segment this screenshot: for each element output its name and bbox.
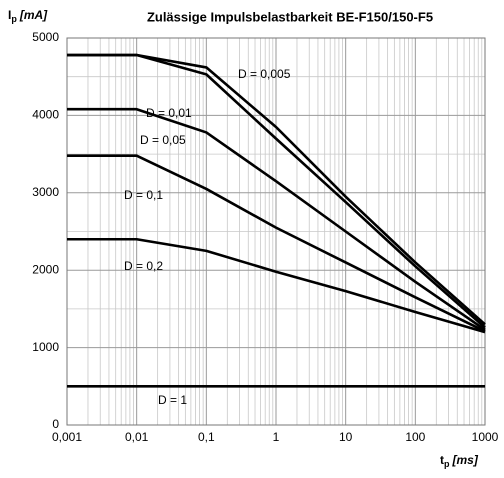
- x-label-subscript: p: [444, 459, 450, 469]
- y-tick-label: 1000: [32, 340, 59, 354]
- x-tick-label: 0,001: [52, 430, 82, 444]
- series-label: D = 0,05: [140, 133, 186, 147]
- series-label: D = 0,2: [124, 259, 163, 273]
- y-label-subscript: p: [11, 14, 17, 24]
- x-tick-label: 100: [405, 430, 425, 444]
- x-tick-label: 0,1: [198, 430, 215, 444]
- series-label: D = 0,1: [124, 188, 163, 202]
- x-tick-label: 1: [273, 430, 280, 444]
- y-tick-label: 3000: [32, 185, 59, 199]
- x-axis-label: tp [ms]: [440, 453, 479, 469]
- y-tick-label: 0: [52, 417, 59, 431]
- series-label: D = 0,005: [238, 67, 291, 81]
- y-label-unit: [mA]: [19, 8, 48, 22]
- y-tick-label: 4000: [32, 108, 59, 122]
- y-tick-label: 2000: [32, 262, 59, 276]
- series-line: [67, 107, 486, 331]
- chart-title: Zulässige Impulsbelastbarkeit BE-F150/15…: [147, 9, 433, 24]
- plot-frame: [66, 37, 486, 426]
- y-label-symbol: I: [8, 8, 11, 22]
- series-label: D = 1: [158, 393, 187, 407]
- x-label-symbol: t: [440, 453, 444, 467]
- series-line: [67, 154, 486, 333]
- x-tick-label: 0,01: [125, 430, 149, 444]
- y-tick-label: 5000: [32, 30, 59, 44]
- x-tick-label: 1000: [472, 430, 499, 444]
- y-axis-label: Ip [mA]: [8, 8, 48, 24]
- x-label-unit: [ms]: [452, 453, 479, 467]
- series-label: D = 0,01: [146, 106, 192, 120]
- series-line: [67, 237, 486, 334]
- x-tick-label: 10: [339, 430, 353, 444]
- series-line: [67, 53, 486, 329]
